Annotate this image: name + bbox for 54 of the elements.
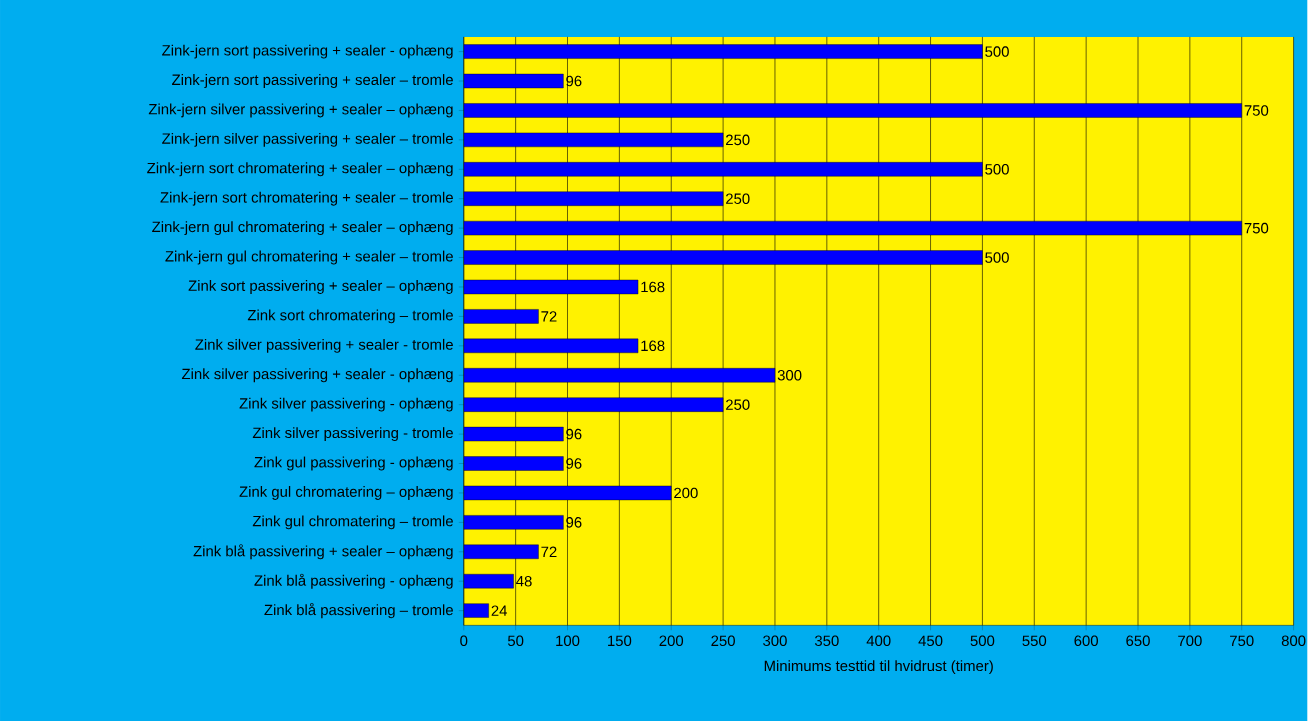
y-tick-label: Zink silver passivering + sealer - tromle: [195, 338, 453, 353]
data-label: 500: [985, 252, 1009, 263]
y-tick-label: Zink sort passivering + sealer – ophæng: [188, 280, 453, 294]
y-tick-label: Zink silver passivering - tromle: [252, 427, 453, 441]
x-tick-label: 450: [918, 635, 943, 647]
data-label: 72: [541, 311, 557, 322]
y-tick-label: Zink silver passivering - ophæng: [239, 397, 453, 412]
x-tick-label: 250: [711, 635, 735, 647]
x-tick-label: 400: [866, 635, 891, 647]
x-tick-label: 300: [763, 635, 787, 647]
x-tick-label: 600: [1074, 635, 1098, 647]
x-tick-label: 50: [507, 635, 524, 647]
x-tick-label: 0: [460, 635, 468, 647]
data-label: 750: [1244, 222, 1269, 234]
x-tick-label: 800: [1281, 635, 1306, 647]
x-tick-label: 200: [659, 635, 684, 647]
y-tick-label: Zink-jern silver passivering + sealer – tromle: [162, 132, 453, 147]
x-axis-title: Minimums testtid til hvidrust (timer): [764, 660, 993, 675]
x-tick-label: 750: [1230, 635, 1254, 647]
y-tick-label: Zink-jern silver passivering + sealer – ophæng: [148, 103, 453, 118]
data-label: 250: [726, 134, 750, 146]
y-tick-label: Zink-jern sort passivering + sealer - ophæng: [162, 44, 453, 59]
x-tick-label: 150: [608, 635, 632, 647]
data-label: 250: [726, 193, 750, 204]
data-label: 200: [674, 487, 698, 499]
data-label: 168: [641, 281, 665, 293]
data-label: 500: [985, 163, 1009, 175]
data-label: 48: [516, 575, 532, 587]
y-tick-label: Zink blå passivering - ophæng: [254, 573, 453, 589]
x-tick-label: 700: [1178, 635, 1202, 647]
y-tick-label: Zink-jern sort passivering + sealer – tromle: [172, 74, 453, 88]
y-tick-label: Zink silver passivering + sealer - ophæng: [181, 368, 453, 383]
x-tick-label: 650: [1126, 635, 1150, 647]
y-tick-label: Zink gul passivering - ophæng: [254, 456, 453, 471]
data-label: 168: [641, 340, 665, 352]
y-tick-label: Zink-jern gul chromatering + sealer – tromle: [165, 250, 453, 265]
y-tick-label: Zink sort chromatering – tromle: [247, 309, 453, 324]
data-label: 300: [777, 369, 802, 381]
y-tick-label: Zink-jern sort chromatering + sealer – ophæng: [147, 162, 453, 177]
y-tick-label: Zink-jern gul chromatering + sealer – ophæng: [152, 221, 453, 236]
data-label: 500: [985, 46, 1009, 57]
y-tick-label: Zink-jern sort chromatering + sealer – tromle: [160, 191, 453, 206]
y-tick-label: Zink blå passivering – tromle: [264, 603, 453, 619]
y-tick-label: Zink gul chromatering – ophæng: [239, 485, 453, 500]
data-label: 72: [541, 546, 557, 557]
data-label: 250: [726, 399, 750, 410]
x-tick-label: 100: [556, 635, 580, 647]
y-tick-label: Zink gul chromatering – tromle: [252, 515, 453, 530]
y-tick-label: Zink blå passivering + sealer – ophæng: [193, 544, 453, 560]
data-label: 24: [491, 605, 508, 616]
x-tick-label: 350: [814, 635, 839, 647]
x-tick-label: 500: [970, 635, 995, 647]
data-label: 750: [1244, 105, 1269, 116]
x-tick-label: 550: [1022, 635, 1047, 647]
